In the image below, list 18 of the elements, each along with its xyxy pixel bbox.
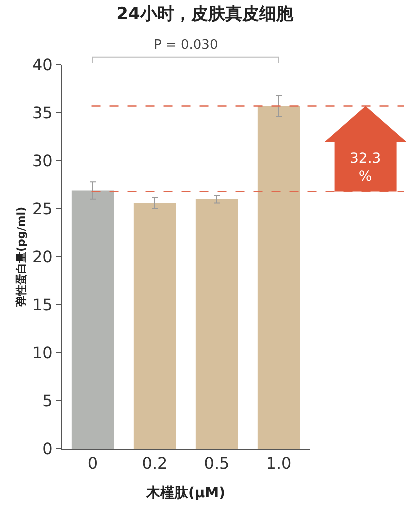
text: 32.3 % [350,151,382,186]
y-tick-label: 35 [32,104,53,123]
text: P = 0.030 [154,38,218,53]
y-tick-label: 20 [32,248,53,267]
x-tick-label: 1.0 [266,454,292,474]
chart-title: 24小时，皮肤真皮细胞 [116,4,294,25]
y-tick-label: 10 [32,344,53,363]
x-tick-label: 0.2 [142,454,168,474]
x-axis-title: 木槿肽(μM) [145,486,226,502]
y-tick-label: 15 [32,296,53,315]
y-tick-label: 25 [32,200,53,219]
y-axis-title: 弹性蛋白量(pg/ml) [15,206,28,308]
y-tick-label: 30 [32,152,53,171]
y-tick-label: 0 [42,440,53,459]
y-tick-label: 40 [32,56,53,75]
x-tick-label: 0 [88,454,98,474]
x-tick-label: 0.5 [204,454,230,474]
y-tick-label: 5 [42,392,53,411]
